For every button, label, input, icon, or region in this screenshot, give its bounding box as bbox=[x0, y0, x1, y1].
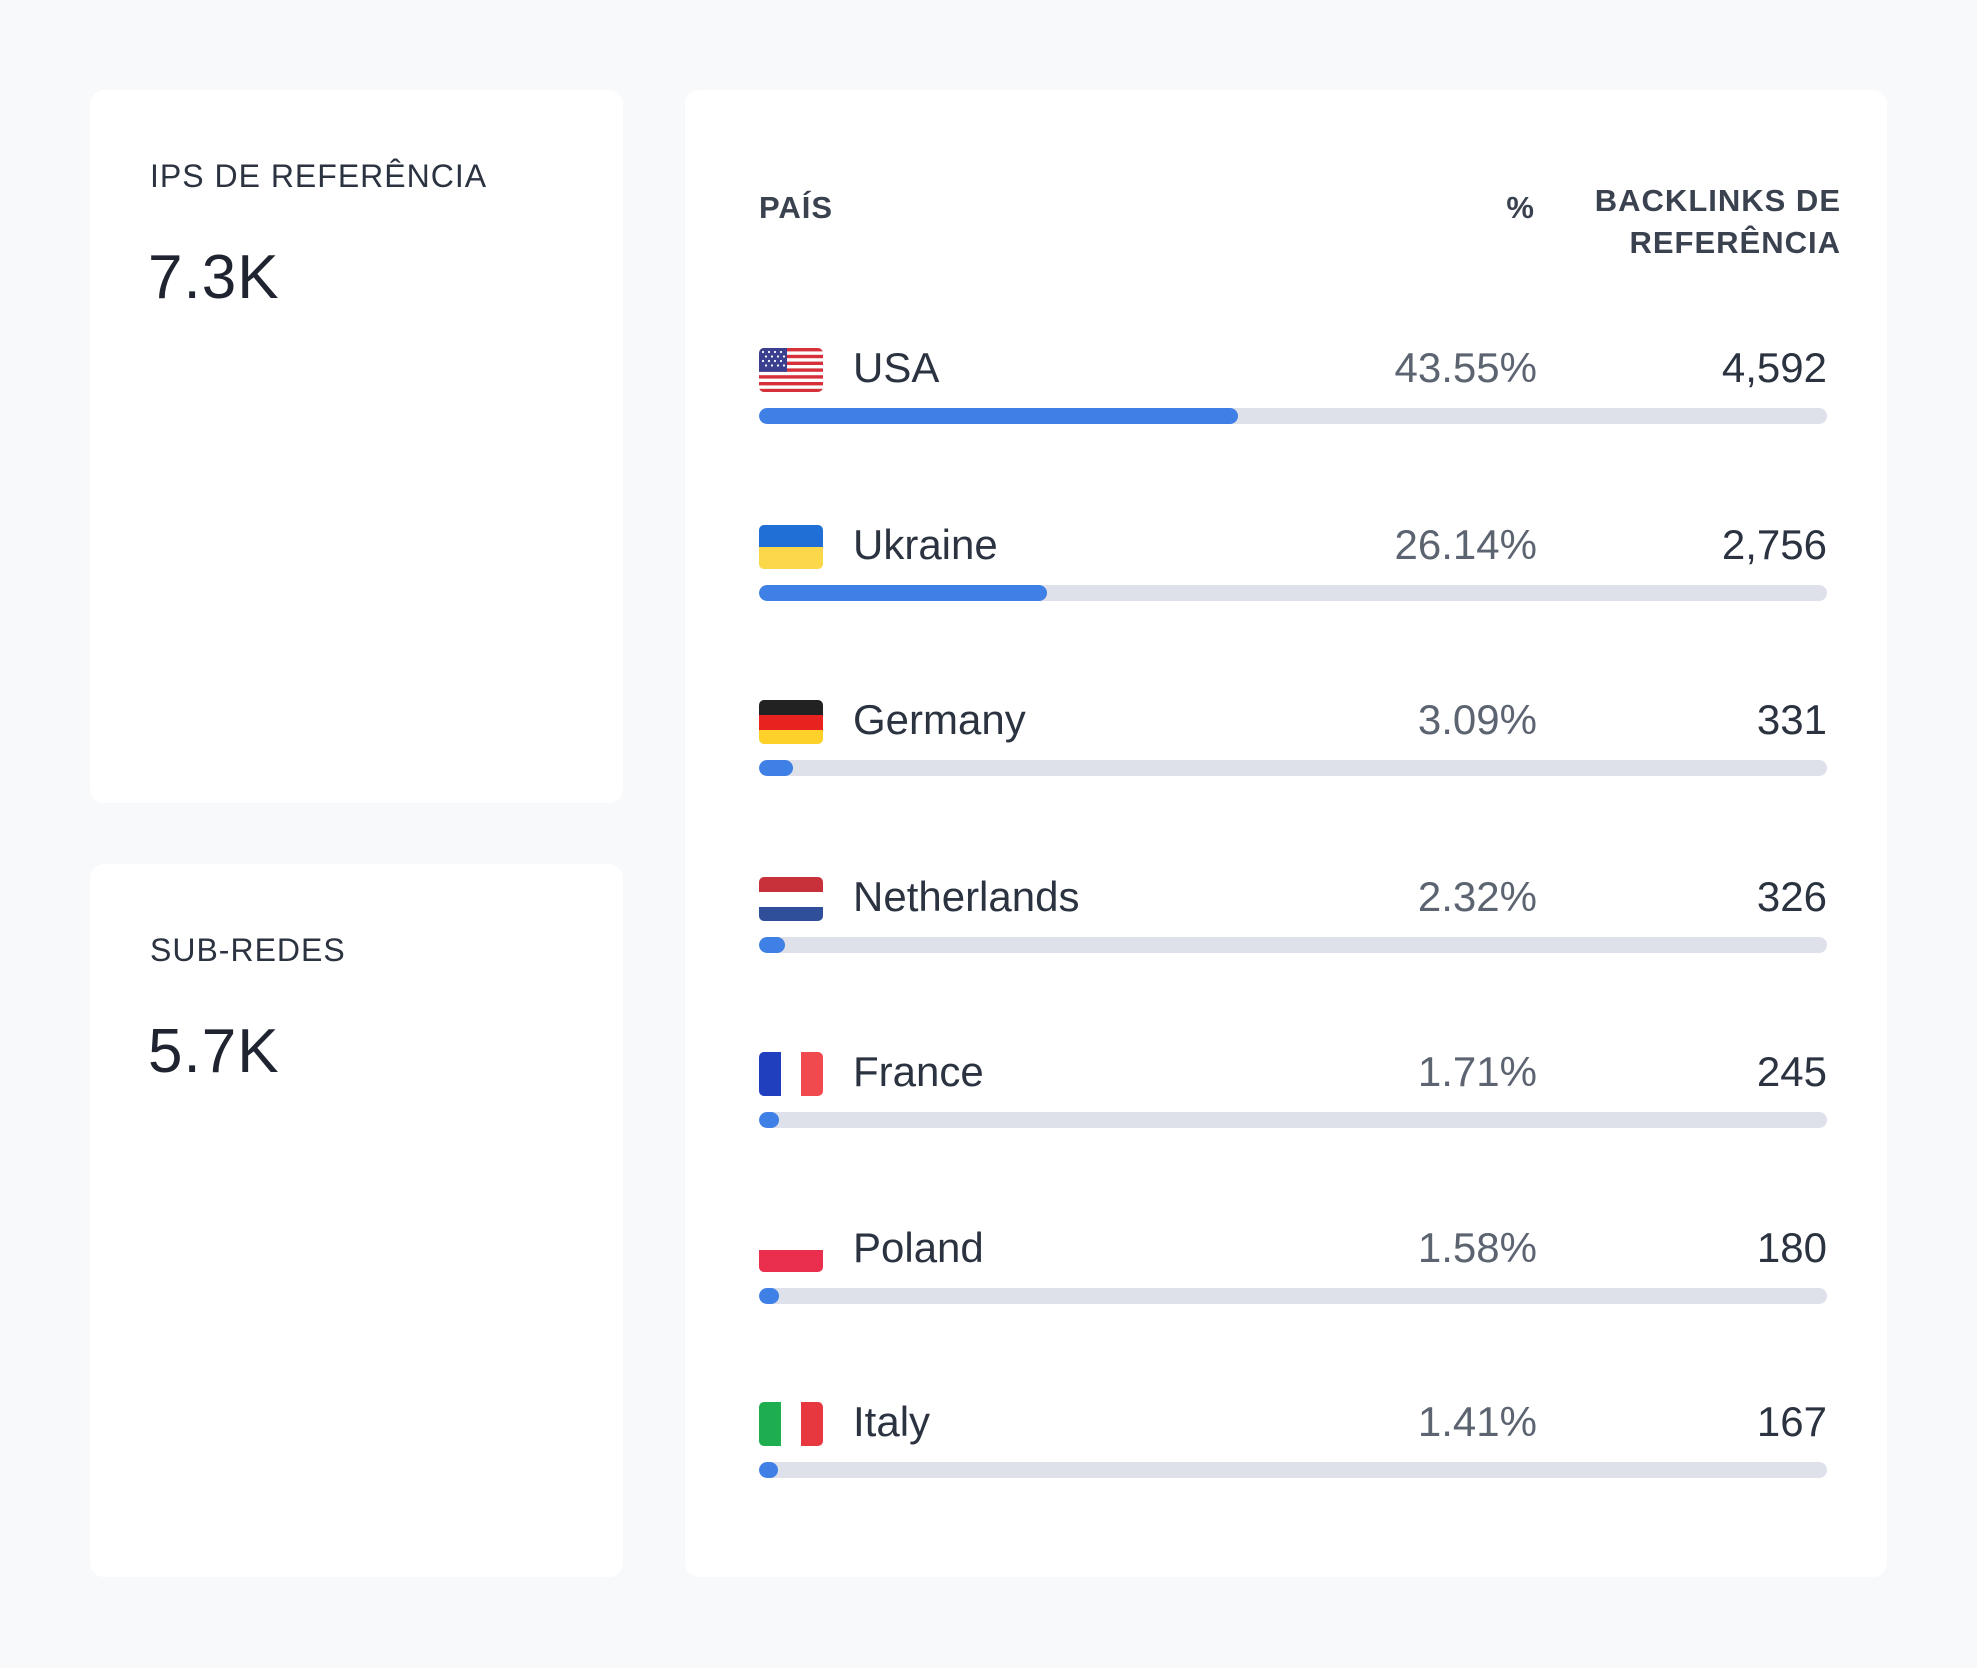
share-bar-track bbox=[759, 1288, 1827, 1304]
country-row: Poland 1.58% 180 bbox=[759, 1218, 1827, 1338]
share-bar-track bbox=[759, 937, 1827, 953]
ukraine-flag-icon bbox=[759, 525, 823, 569]
share-bar-track bbox=[759, 1462, 1827, 1478]
column-header-backlinks: BACKLINKS DE REFERÊNCIA bbox=[1511, 180, 1841, 264]
usa-flag-icon bbox=[759, 348, 823, 392]
country-backlinks-count: 245 bbox=[1756, 1048, 1827, 1095]
share-bar-track bbox=[759, 408, 1827, 424]
germany-flag-icon bbox=[759, 700, 823, 744]
country-percent: 3.09% bbox=[1417, 696, 1537, 743]
france-flag-icon bbox=[759, 1052, 823, 1096]
country-name: Poland bbox=[853, 1224, 984, 1271]
country-percent: 1.41% bbox=[1417, 1398, 1537, 1445]
subnets-value: 5.7K bbox=[148, 1017, 280, 1086]
country-name: Netherlands bbox=[853, 873, 1080, 920]
country-backlinks-count: 167 bbox=[1756, 1398, 1827, 1445]
country-row: Netherlands 2.32% 326 bbox=[759, 867, 1827, 987]
country-backlinks-count: 2,756 bbox=[1721, 521, 1827, 568]
country-row: Ukraine 26.14% 2,756 bbox=[759, 515, 1827, 635]
share-bar-fill bbox=[759, 937, 785, 953]
column-header-country: PAÍS bbox=[759, 190, 834, 225]
subnets-card: SUB-REDES 5.7K bbox=[90, 864, 623, 1577]
subnets-label: SUB-REDES bbox=[150, 932, 346, 968]
country-distribution-card: PAÍS % BACKLINKS DE REFERÊNCIA bbox=[685, 90, 1887, 1577]
country-percent: 2.32% bbox=[1417, 873, 1537, 920]
country-row: Italy 1.41% 167 bbox=[759, 1392, 1827, 1512]
italy-flag-icon bbox=[759, 1402, 823, 1446]
country-backlinks-count: 326 bbox=[1756, 873, 1827, 920]
country-percent: 26.14% bbox=[1394, 521, 1537, 568]
country-backlinks-count: 180 bbox=[1756, 1224, 1827, 1271]
referring-ips-card: IPS DE REFERÊNCIA 7.3K bbox=[90, 90, 623, 803]
netherlands-flag-icon bbox=[759, 877, 823, 921]
country-percent: 43.55% bbox=[1394, 344, 1537, 391]
country-name: Ukraine bbox=[853, 521, 998, 568]
column-header-percent: % bbox=[1506, 190, 1535, 225]
share-bar-fill bbox=[759, 760, 793, 776]
share-bar-fill bbox=[759, 585, 1047, 601]
country-name: Italy bbox=[853, 1398, 931, 1445]
country-percent: 1.71% bbox=[1417, 1048, 1537, 1095]
share-bar-fill bbox=[759, 408, 1239, 424]
country-row: Germany 3.09% 331 bbox=[759, 690, 1827, 810]
share-bar-track bbox=[759, 760, 1827, 776]
referring-ips-value: 7.3K bbox=[148, 243, 280, 312]
share-bar-track bbox=[759, 1112, 1827, 1128]
column-header-backlinks-line2: REFERÊNCIA bbox=[1629, 225, 1841, 260]
column-header-backlinks-line1: BACKLINKS DE bbox=[1594, 183, 1841, 218]
share-bar-fill bbox=[759, 1288, 779, 1304]
country-backlinks-count: 331 bbox=[1756, 696, 1827, 743]
country-row: France 1.71% 245 bbox=[759, 1042, 1827, 1162]
country-percent: 1.58% bbox=[1417, 1224, 1537, 1271]
share-bar-fill bbox=[759, 1462, 778, 1478]
country-name: France bbox=[853, 1048, 984, 1095]
country-row: USA 43.55% 4,592 bbox=[759, 338, 1827, 458]
country-name: USA bbox=[853, 344, 940, 391]
poland-flag-icon bbox=[759, 1228, 823, 1272]
country-backlinks-count: 4,592 bbox=[1721, 344, 1827, 391]
share-bar-track bbox=[759, 585, 1827, 601]
referring-ips-label: IPS DE REFERÊNCIA bbox=[150, 158, 488, 194]
share-bar-fill bbox=[759, 1112, 780, 1128]
country-name: Germany bbox=[853, 696, 1026, 743]
